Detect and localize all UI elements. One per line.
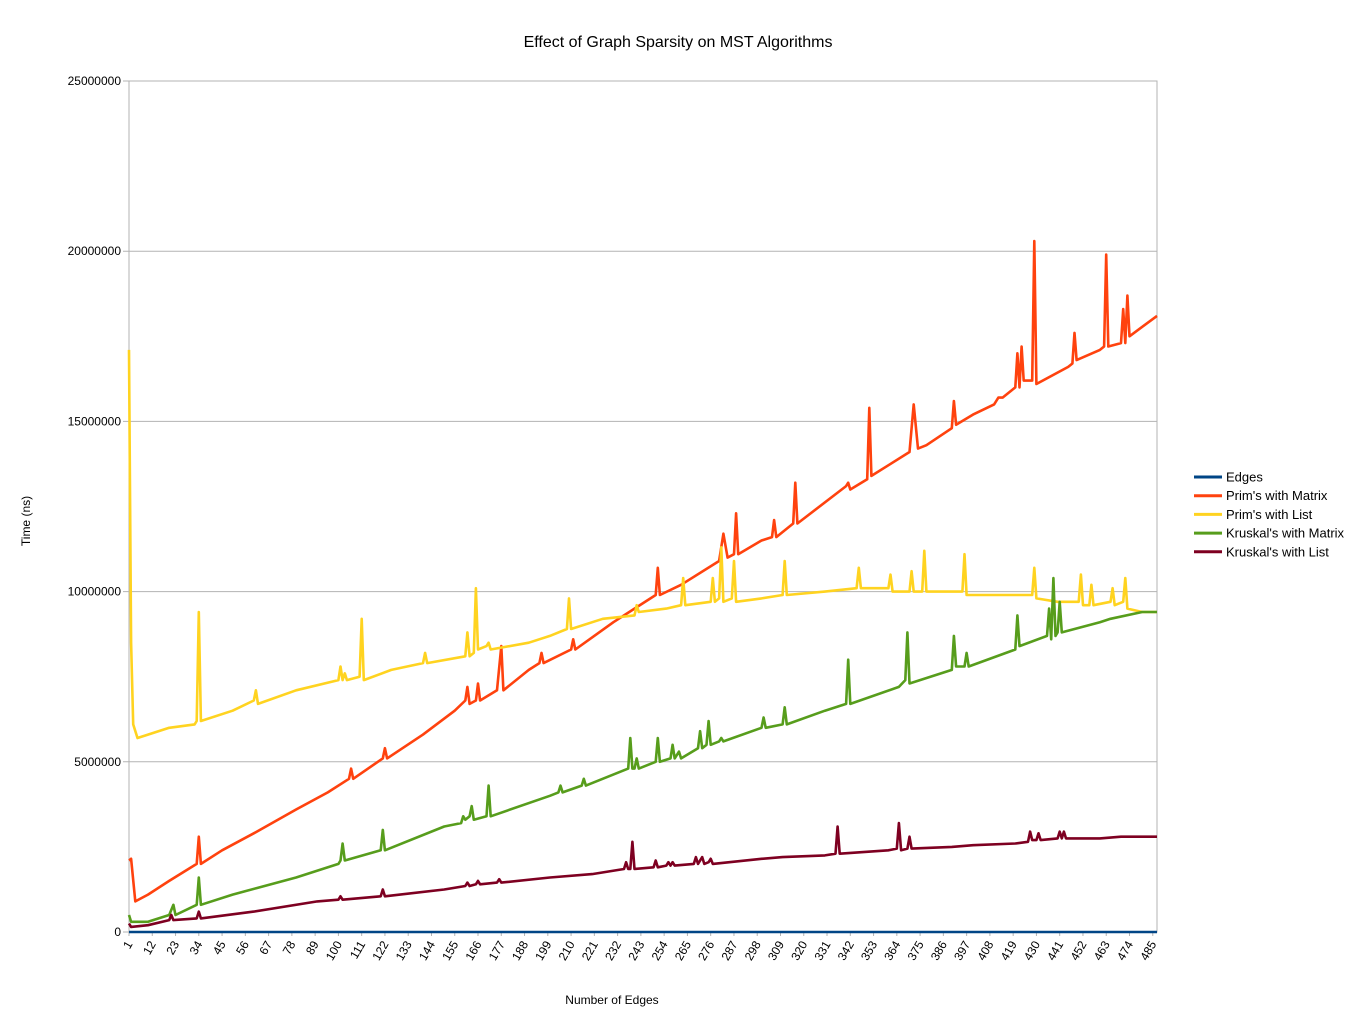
y-axis-tick-labels: 0 5000000 10000000 15000000 20000000 25000000: [68, 74, 122, 939]
x-tick-label: 188: [509, 938, 531, 963]
legend-label: Edges: [1226, 470, 1263, 485]
x-tick-label: 45: [210, 938, 229, 957]
x-tick-label: 254: [649, 938, 671, 963]
y-tick-label: 15000000: [68, 414, 122, 428]
y-tick-label: 25000000: [68, 74, 122, 88]
x-tick-label: 364: [881, 938, 903, 963]
legend: Edges Prim's with Matrix Prim's with List K…: [1194, 470, 1345, 559]
chart-title: Effect of Graph Sparsity on MST Algorith…: [524, 34, 833, 51]
y-axis-title: Time (ns): [19, 496, 33, 546]
x-tick-label: 78: [280, 938, 299, 957]
x-tick-label: 276: [695, 938, 717, 963]
x-tick-label: 419: [998, 938, 1020, 963]
x-tick-label: 287: [718, 938, 740, 963]
x-tick-label: 177: [486, 938, 508, 963]
x-tick-label: 166: [462, 938, 484, 963]
series-line-3: [127, 576, 1157, 924]
x-tick-label: 232: [602, 938, 624, 963]
series-line-4: [127, 821, 1157, 929]
x-axis-title: Number of Edges: [565, 993, 658, 1007]
legend-label: Kruskal's with Matrix: [1226, 526, 1345, 541]
x-tick-label: 111: [347, 938, 368, 961]
legend-label: Prim's with List: [1226, 507, 1313, 522]
x-tick-label: 441: [1044, 938, 1066, 963]
x-tick-label: 331: [811, 938, 833, 963]
x-tick-label: 309: [765, 938, 787, 963]
x-tick-label: 210: [556, 938, 578, 963]
x-tick-label: 353: [858, 938, 880, 963]
x-tick-label: 133: [393, 938, 415, 963]
x-tick-label: 397: [951, 938, 973, 963]
legend-label: Kruskal's with List: [1226, 544, 1329, 559]
x-tick-label: 1: [120, 938, 136, 951]
x-tick-label: 485: [1137, 938, 1159, 963]
x-tick-label: 34: [187, 938, 206, 957]
x-axis-tick-labels: 1 12 23 34 45 56 67 78 89 100 111 122 133 144 155 166 17…: [120, 932, 1160, 963]
x-tick-label: 463: [1091, 938, 1113, 963]
x-tick-label: 375: [905, 938, 927, 963]
x-tick-label: 342: [835, 938, 857, 963]
x-tick-label: 12: [140, 938, 159, 957]
x-tick-label: 474: [1114, 938, 1136, 963]
x-tick-label: 23: [163, 938, 182, 957]
x-tick-label: 452: [1067, 938, 1089, 963]
series-line-2: [127, 349, 1157, 740]
legend-label: Prim's with Matrix: [1226, 488, 1328, 503]
x-tick-label: 199: [532, 938, 554, 963]
x-tick-label: 221: [579, 938, 601, 963]
x-tick-label: 89: [303, 938, 322, 957]
x-tick-label: 155: [439, 938, 461, 963]
x-tick-label: 430: [1021, 938, 1043, 963]
x-tick-label: 56: [233, 938, 252, 957]
x-tick-label: 144: [416, 938, 438, 963]
x-tick-label: 243: [625, 938, 647, 963]
y-tick-label: 20000000: [68, 244, 122, 258]
x-tick-label: 320: [788, 938, 810, 963]
series-lines: [127, 239, 1158, 934]
gridlines: [123, 80, 1157, 933]
x-tick-label: 100: [323, 938, 345, 963]
series-line-1: [128, 239, 1158, 903]
y-tick-label: 0: [114, 925, 121, 939]
x-tick-label: 298: [742, 938, 764, 963]
plot-area-frame: [128, 80, 1158, 933]
x-tick-label: 408: [974, 938, 996, 963]
x-tick-label: 386: [928, 938, 950, 963]
x-tick-label: 122: [369, 938, 391, 963]
x-tick-label: 67: [256, 938, 275, 957]
y-tick-label: 5000000: [74, 755, 121, 769]
x-tick-label: 265: [672, 938, 694, 963]
y-tick-label: 10000000: [68, 585, 122, 599]
